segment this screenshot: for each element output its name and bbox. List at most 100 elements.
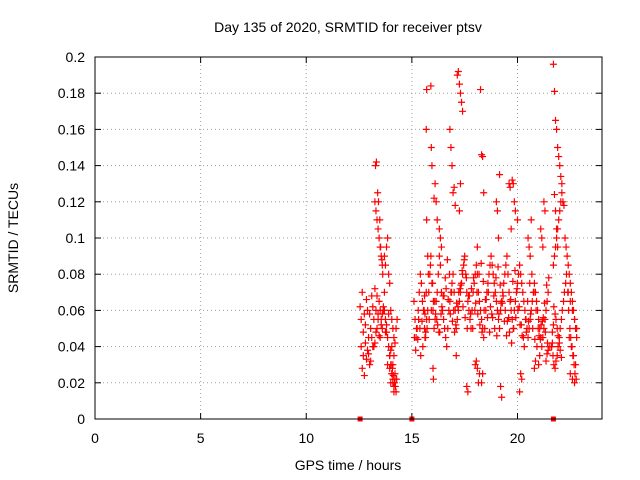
data-point [376,334,384,342]
data-point [470,279,478,287]
data-point [562,279,570,287]
data-point [562,243,570,251]
data-point [415,315,423,323]
data-point [538,317,546,325]
data-point [436,261,444,269]
data-point [446,297,454,305]
data-point [464,297,472,305]
y-tick-label: 0.18 [58,85,85,101]
data-point [438,303,446,311]
data-point [426,261,434,269]
data-point [557,172,565,180]
data-point [552,207,560,215]
data-point [376,216,384,224]
data-point [458,267,466,275]
data-point [470,274,478,282]
grid [95,57,602,419]
data-point [516,261,524,269]
data-point [490,279,498,287]
data-point [566,297,574,305]
data-point [362,355,370,363]
data-point [430,325,438,332]
data-point [535,315,543,323]
data-point [475,297,483,305]
data-point [515,303,523,311]
data-point [410,297,418,305]
data-point [497,382,505,390]
data-point [414,335,422,343]
data-point [509,180,517,188]
data-point [435,225,443,233]
data-point [375,297,383,305]
data-point [535,361,543,369]
data-point [555,153,563,161]
data-point [520,343,528,351]
data-point [511,207,519,215]
data-point [374,225,382,233]
data-point [508,315,516,323]
data-point [535,332,543,340]
data-point [539,314,547,322]
data-point [553,352,561,360]
data-point [393,375,401,383]
data-point [486,303,494,311]
data-point [553,225,561,233]
data-point [389,372,397,380]
data-point [537,225,545,233]
data-point [506,183,514,191]
data-point [536,335,544,343]
data-point [508,176,516,184]
data-point [474,310,482,318]
data-point [519,334,527,342]
data-point [503,252,511,260]
data-point [563,270,571,278]
data-point [505,314,513,322]
data-point [446,125,454,133]
data-point [518,279,526,287]
data-point [451,328,459,336]
data-point [360,372,368,380]
data-point [507,296,515,304]
data-point [444,296,452,304]
data-point [435,252,443,260]
data-point [527,216,535,224]
data-point [558,180,566,188]
data-point [553,325,561,332]
data-point [552,315,560,323]
data-point [369,303,377,311]
data-point [377,243,385,251]
x-tick-label: 5 [197,430,205,446]
data-point [417,279,425,287]
data-point [443,256,451,264]
data-point [568,306,576,314]
data-point [361,321,369,329]
data-point [550,361,558,369]
data-point [568,375,576,383]
data-point [508,339,516,347]
data-point [391,382,399,390]
data-point [442,334,450,342]
x-tick-label: 20 [510,430,526,446]
data-points [356,60,581,401]
data-point [550,252,558,260]
data-point [566,325,574,332]
data-point [422,288,430,296]
data-point [383,243,391,251]
data-point [522,315,530,323]
data-point [512,314,520,322]
x-tick-label: 15 [404,430,420,446]
data-point [510,325,518,332]
data-point [484,314,492,322]
data-point [527,310,535,318]
data-point [472,357,480,365]
data-point [565,334,573,342]
data-point [543,281,551,289]
data-point [374,189,382,197]
data-point [488,310,496,318]
data-point [373,325,381,332]
data-point [464,388,472,396]
data-point [456,285,464,293]
data-point [542,357,550,365]
data-point [420,306,428,314]
data-point [524,297,532,305]
